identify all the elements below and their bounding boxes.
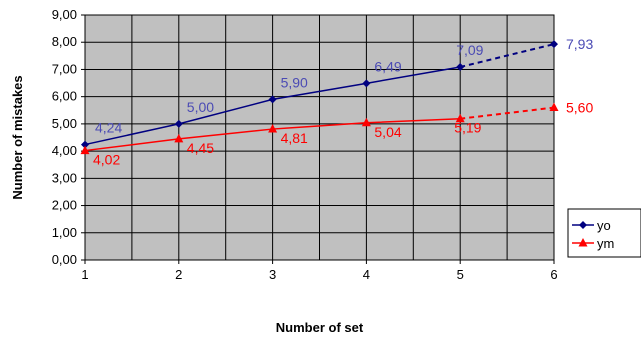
data-point-ym [361, 117, 371, 127]
x-tick-label: 2 [175, 267, 182, 282]
data-point-ym [549, 102, 559, 112]
data-label-ym: 4,81 [281, 130, 308, 146]
y-tick-label: 0,00 [52, 252, 77, 267]
data-label-yo: 7,93 [566, 36, 593, 52]
x-tick-label: 5 [457, 267, 464, 282]
data-label-ym: 5,19 [454, 120, 481, 136]
data-point-yo [81, 140, 89, 149]
data-point-ym [268, 124, 278, 133]
data-label-yo: 4,24 [95, 120, 122, 136]
legend-marker-yo [579, 221, 587, 229]
y-tick-label: 4,00 [52, 143, 77, 158]
data-label-yo: 5,00 [187, 99, 214, 115]
legend: yo ym [567, 208, 641, 258]
data-point-yo [174, 119, 183, 128]
data-point-ym [174, 133, 184, 143]
series-projection-yo [459, 43, 555, 68]
data-label-yo: 7,09 [456, 42, 483, 58]
x-tick-label: 6 [550, 267, 557, 282]
y-tick-label: 8,00 [52, 34, 77, 49]
x-axis-title: Number of set [276, 320, 364, 335]
series-projection-ym [460, 106, 555, 120]
legend-marker-ym [578, 238, 588, 247]
data-point-yo [268, 95, 277, 104]
data-point-yo [550, 40, 558, 49]
legend-label-yo: yo [597, 218, 611, 233]
data-label-yo: 6,49 [374, 58, 401, 74]
data-point-ym [80, 145, 90, 155]
data-label-ym: 4,45 [187, 140, 214, 156]
series-layer [80, 40, 559, 155]
x-tick-label: 4 [363, 267, 370, 282]
y-tick-label: 9,00 [52, 7, 77, 22]
x-tick-label: 1 [81, 267, 88, 282]
y-tick-label: 7,00 [52, 61, 77, 76]
data-label-yo: 5,90 [281, 74, 308, 90]
y-tick-label: 5,00 [52, 116, 77, 131]
data-label-ym: 5,04 [374, 124, 401, 140]
y-tick-label: 6,00 [52, 89, 77, 104]
legend-box [567, 208, 641, 258]
y-tick-label: 2,00 [52, 198, 77, 213]
x-tick-label: 3 [269, 267, 276, 282]
data-point-yo [362, 79, 371, 88]
y-tick-label: 1,00 [52, 225, 77, 240]
y-tick-label: 3,00 [52, 170, 77, 185]
legend-label-ym: ym [597, 236, 614, 251]
data-labels: 4,24 5,00 5,90 6,49 7,09 7,93 4,02 4,45 4,81 5,04… [93, 36, 593, 167]
data-point-ym [455, 113, 465, 123]
data-point-yo [456, 62, 465, 71]
data-label-ym: 5,60 [566, 100, 593, 116]
y-axis-title: Number of mistakes [10, 75, 25, 199]
axes: 0,00 1,00 2,00 3,00 4,00 5,00 6,00 7,00 8,00 9,00… [52, 7, 558, 282]
data-label-ym: 4,02 [93, 152, 120, 168]
